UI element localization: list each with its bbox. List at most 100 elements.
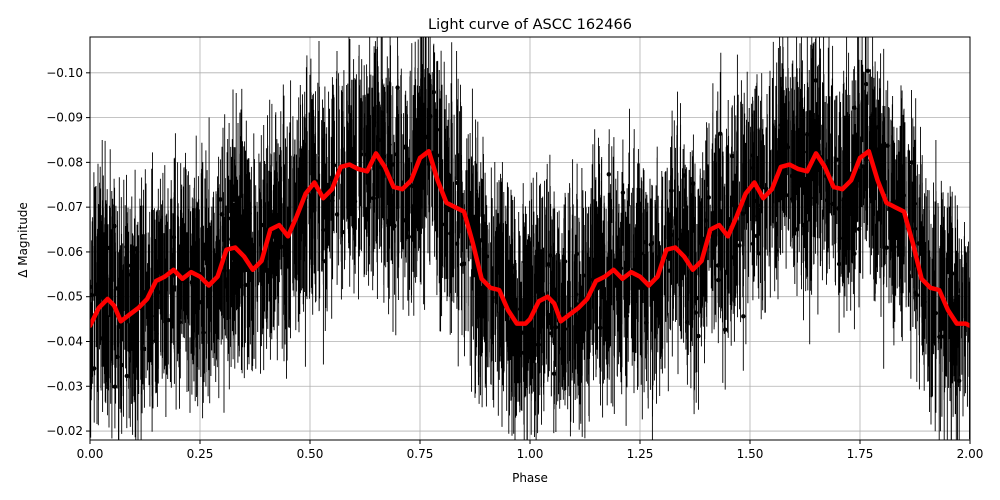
data-point <box>371 196 376 201</box>
data-point <box>916 241 921 246</box>
data-point <box>169 295 175 301</box>
data-point <box>864 158 869 163</box>
data-point <box>809 125 815 130</box>
data-point <box>678 237 683 242</box>
data-point <box>691 181 696 186</box>
data-point <box>630 291 636 296</box>
data-point <box>914 293 919 298</box>
data-point <box>937 334 942 339</box>
data-point <box>783 193 789 198</box>
data-point <box>497 233 502 239</box>
data-point <box>243 282 248 288</box>
data-point <box>247 211 252 216</box>
data-point <box>624 313 630 319</box>
data-point <box>774 248 779 253</box>
data-point <box>125 263 131 268</box>
x-tick-label: 0.75 <box>407 447 434 461</box>
data-point <box>142 346 147 352</box>
data-point <box>837 236 843 241</box>
data-point <box>330 198 335 203</box>
data-point <box>478 285 484 291</box>
data-point <box>756 251 761 256</box>
data-point <box>90 292 94 298</box>
data-point <box>559 346 565 351</box>
data-point <box>435 153 440 158</box>
y-tick-label: −0.02 <box>46 424 83 438</box>
data-point <box>218 197 223 202</box>
data-point <box>778 122 784 128</box>
data-point <box>797 148 803 154</box>
x-tick-label: 0.25 <box>187 447 214 461</box>
data-point <box>115 354 120 360</box>
data-point <box>909 160 914 165</box>
data-point <box>950 271 955 276</box>
data-point <box>115 286 120 291</box>
data-point <box>950 301 955 307</box>
data-point <box>228 216 233 221</box>
data-point <box>733 184 738 189</box>
data-point <box>578 345 583 350</box>
data-point <box>872 135 878 140</box>
data-point <box>364 152 370 157</box>
data-point <box>410 183 415 189</box>
data-point <box>329 177 335 182</box>
data-point <box>395 85 400 90</box>
data-point <box>103 321 109 326</box>
data-point <box>885 143 890 148</box>
x-tick-label: 2.00 <box>957 447 984 461</box>
data-point <box>873 151 879 156</box>
data-point <box>476 311 481 316</box>
data-point <box>536 342 541 347</box>
model-curve-layer <box>90 148 970 329</box>
data-point <box>873 139 878 144</box>
data-point <box>703 218 708 223</box>
data-point <box>880 148 886 154</box>
data-point <box>835 206 841 211</box>
data-point <box>442 222 447 227</box>
data-point <box>112 223 117 229</box>
data-point <box>884 245 889 250</box>
x-tick-label: 1.75 <box>847 447 874 461</box>
data-point <box>462 261 467 266</box>
data-point <box>104 339 110 344</box>
data-point <box>588 277 593 282</box>
data-point <box>715 263 721 268</box>
data-point <box>863 81 869 87</box>
data-point <box>941 334 947 339</box>
y-tick-label: −0.07 <box>46 200 83 214</box>
data-point <box>634 231 640 237</box>
data-point <box>128 272 134 277</box>
data-point <box>852 199 858 205</box>
data-point <box>716 277 721 283</box>
y-tick-label: −0.06 <box>46 245 83 259</box>
data-point <box>890 237 895 242</box>
data-point <box>834 157 840 162</box>
data-point <box>957 378 962 383</box>
data-point <box>240 268 245 273</box>
data-point <box>856 226 862 232</box>
data-point <box>643 240 648 245</box>
data-point <box>681 173 687 178</box>
data-point <box>852 180 857 185</box>
data-point <box>229 237 234 242</box>
data-point <box>132 246 138 252</box>
x-axis-ticks: 0.00 0.25 0.50 0.75 1.00 1.25 1.50 1.75 2.00 <box>77 440 984 461</box>
data-point <box>549 281 555 286</box>
data-point <box>413 214 418 219</box>
data-point <box>100 336 105 341</box>
data-point <box>780 116 786 122</box>
data-point <box>119 362 124 368</box>
data-point <box>189 280 194 285</box>
data-point <box>323 259 328 264</box>
data-point <box>606 172 611 177</box>
data-point <box>392 223 397 229</box>
data-point <box>922 299 927 305</box>
data-point <box>428 114 433 119</box>
data-point <box>797 177 802 183</box>
data-point <box>799 173 805 178</box>
data-point <box>366 206 371 211</box>
y-tick-label: −0.04 <box>46 334 83 348</box>
data-point <box>394 152 399 157</box>
data-point <box>153 338 158 344</box>
